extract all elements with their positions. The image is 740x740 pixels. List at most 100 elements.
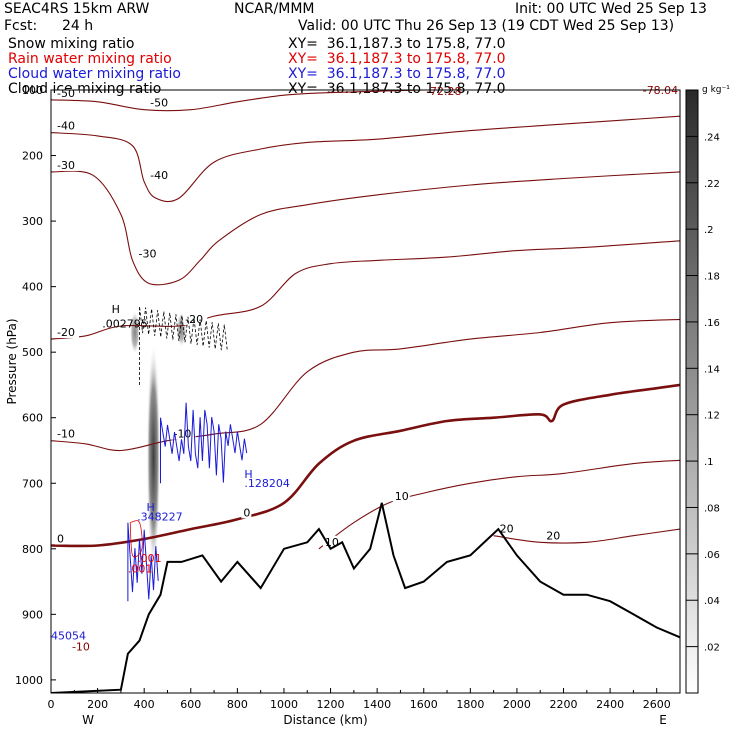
x-tick-label: 1200	[317, 698, 345, 711]
annotation-label: H	[147, 501, 155, 514]
y-tick-label: 700	[22, 477, 43, 490]
plot-frame	[50, 89, 681, 694]
y-tick-label: 300	[22, 215, 43, 228]
y-tick-label: 400	[22, 281, 43, 294]
annotation-label: -72.28	[426, 85, 461, 98]
temperature-contour	[51, 318, 680, 452]
x-tick-label: 400	[134, 698, 155, 711]
contour-label: -30	[57, 159, 75, 172]
cloud-water-contour	[127, 522, 159, 602]
temperature-contour	[51, 115, 680, 203]
annotation-label: .001	[137, 552, 162, 565]
field-cloudwater-xy: XY= 36.1,187.3 to 175.8, 77.0	[288, 66, 506, 82]
colorbar-tick-label: .2	[704, 225, 714, 236]
rain-water-contour	[129, 520, 143, 558]
mixing-ratio-shading	[129, 310, 140, 355]
contour-label: -40	[57, 120, 75, 133]
y-tick-label: 1000	[15, 674, 43, 687]
x-axis-label: Distance (km)	[283, 713, 367, 727]
init-time: Init: 00 UTC Wed 25 Sep 13	[515, 1, 707, 17]
contour-label: -50	[150, 97, 168, 110]
contour-label: -30	[139, 247, 157, 260]
annotation-label: -10	[72, 640, 90, 653]
annotation-label: .128204	[244, 477, 290, 490]
y-axis-label: Pressure (hPa)	[5, 318, 19, 404]
fcst-label: Fcst:	[4, 18, 38, 34]
mixing-ratio-shading	[146, 342, 161, 573]
colorbar-tick-label: .16	[704, 318, 720, 329]
cloud-ice-contour	[139, 306, 228, 385]
annotation-label: .348227	[137, 511, 183, 524]
colorbar-tick-label: .06	[704, 550, 720, 561]
field-rain-xy: XY= 36.1,187.3 to 175.8, 77.0	[288, 51, 506, 67]
temperature-contour	[318, 459, 680, 550]
annotation-label: 45054	[51, 629, 86, 642]
model-title: SEAC4RS 15km ARW	[4, 1, 150, 17]
field-cloudice-xy: XY= 36.1,187.3 to 175.8, 77.0	[288, 81, 506, 97]
x-tick-label: 1000	[270, 698, 298, 711]
colorbar-tick-label: .1	[704, 457, 714, 468]
cloud-water-contour	[159, 402, 248, 484]
contour-label-bg	[55, 427, 79, 440]
annotation-label: .002795	[102, 317, 148, 330]
temperature-contour	[51, 90, 424, 112]
field-snow-xy: XY= 36.1,187.3 to 175.8, 77.0	[288, 36, 506, 52]
x-tick-label: 200	[87, 698, 108, 711]
x-tick-label: 0	[48, 698, 55, 711]
org-label: NCAR/MMM	[234, 1, 315, 17]
x-tick-label: 1400	[363, 698, 391, 711]
x-tick-label: 2000	[503, 698, 531, 711]
contour-label-bg	[497, 522, 515, 535]
x-tick-label: 600	[180, 698, 201, 711]
contour-label-bg	[148, 168, 173, 181]
contour-label-bg	[392, 489, 410, 502]
y-tick-label: 200	[22, 150, 43, 163]
contour-label-bg	[148, 96, 173, 109]
terrain-line	[51, 502, 680, 693]
x-tick-label: 800	[227, 698, 248, 711]
annotation-label: H	[112, 303, 120, 316]
x-tick-label: 1600	[410, 698, 438, 711]
contour-label-bg	[55, 532, 65, 545]
contour-label-bg	[171, 427, 196, 440]
contour-label: -10	[57, 428, 75, 441]
temperature-contour	[51, 170, 680, 286]
temperature-contour	[51, 240, 680, 340]
field-cloudwater-label: Cloud water mixing ratio	[8, 66, 181, 82]
y-tick-label: 800	[22, 543, 43, 556]
colorbar-tick-label: .14	[704, 364, 720, 375]
y-tick-label: 900	[22, 608, 43, 621]
contour-label: -50	[57, 87, 75, 100]
west-label: W	[82, 713, 94, 727]
contour-label-bg	[544, 529, 562, 542]
annotation-label: H	[244, 468, 252, 481]
x-tick-label: 2600	[643, 698, 671, 711]
temperature-contour	[493, 528, 680, 544]
contour-label: 10	[395, 490, 409, 503]
contour-label: 0	[243, 506, 250, 519]
valid-time: Valid: 00 UTC Thu 26 Sep 13 (19 CDT Wed …	[298, 18, 675, 34]
x-tick-label: 2400	[596, 698, 624, 711]
contour-label-bg	[136, 247, 161, 260]
contour-label-bg	[55, 90, 79, 99]
contour-label-bg	[241, 506, 252, 519]
y-tick-label: 100	[22, 84, 43, 97]
field-cloudice-label: Cloud ice mixing ratio	[8, 81, 162, 97]
field-rain-label: Rain water mixing ratio	[8, 51, 172, 67]
contour-label-bg	[183, 312, 208, 325]
x-tick-label: 2200	[550, 698, 578, 711]
field-snow-label: Snow mixing ratio	[8, 36, 135, 52]
colorbar-tick-label: .22	[704, 179, 720, 190]
east-label: E	[659, 713, 667, 727]
colorbar	[685, 89, 699, 694]
colorbar-tick-label: .02	[704, 643, 720, 654]
x-tick-label: 1800	[456, 698, 484, 711]
contour-label: 20	[546, 529, 560, 542]
contour-label-bg	[55, 119, 79, 132]
annotation-label: .001	[128, 562, 153, 575]
contour-label: 20	[500, 523, 514, 536]
contour-label: 0	[57, 533, 64, 546]
colorbar-tick-label: .12	[704, 411, 720, 422]
contour-label-bg	[55, 326, 79, 339]
